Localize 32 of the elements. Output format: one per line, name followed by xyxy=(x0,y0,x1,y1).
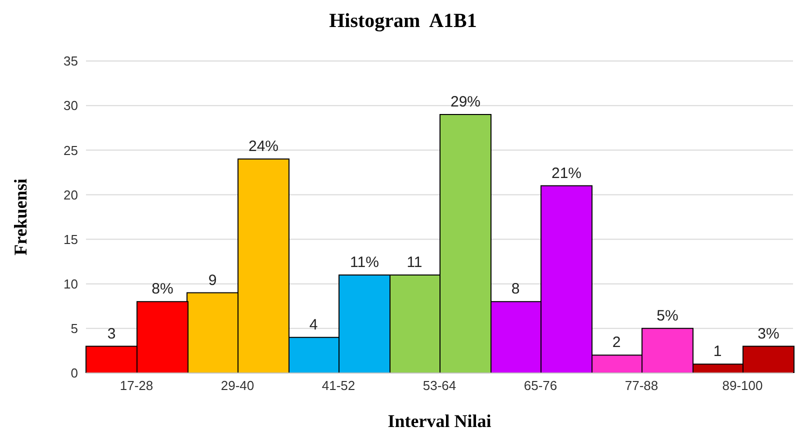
data-label: 29% xyxy=(450,93,481,110)
data-label: 3 xyxy=(107,325,116,342)
x-tick-label: 41-52 xyxy=(322,378,356,394)
y-tick-label: 0 xyxy=(70,366,78,381)
data-label: 2 xyxy=(612,334,621,352)
data-label: 5% xyxy=(656,307,678,324)
x-tick-label: 53-64 xyxy=(422,378,456,394)
y-tick-label: 35 xyxy=(64,54,78,69)
y-tick-label: 20 xyxy=(64,187,78,202)
x-tick-label: 89-100 xyxy=(722,378,763,394)
y-tick-label: 10 xyxy=(64,276,78,292)
data-label: 11 xyxy=(406,254,422,271)
data-label: 8 xyxy=(511,280,520,298)
y-tick-label: 30 xyxy=(64,98,78,114)
data-label: 8% xyxy=(152,280,174,298)
x-tick-label: 29-40 xyxy=(220,378,254,394)
data-label: 1 xyxy=(713,343,722,360)
y-tick-label: 15 xyxy=(64,232,78,247)
x-axis-title: Interval Nilai xyxy=(388,411,492,431)
y-axis-title: Frekuensi xyxy=(10,178,30,256)
data-label: 4 xyxy=(309,316,318,334)
x-tick-label: 17-28 xyxy=(120,378,154,394)
data-label: 24% xyxy=(248,138,279,156)
y-tick-label: 25 xyxy=(64,142,78,158)
data-label: 11% xyxy=(350,254,379,271)
data-label: 3% xyxy=(758,325,780,342)
data-label: 21% xyxy=(551,164,582,182)
chart-title: Histogram A1B1 xyxy=(328,10,478,33)
x-tick-label: 77-88 xyxy=(624,378,658,394)
y-tick-label: 5 xyxy=(70,321,78,336)
data-label: 9 xyxy=(208,272,217,289)
x-tick-label: 65-76 xyxy=(524,378,558,394)
